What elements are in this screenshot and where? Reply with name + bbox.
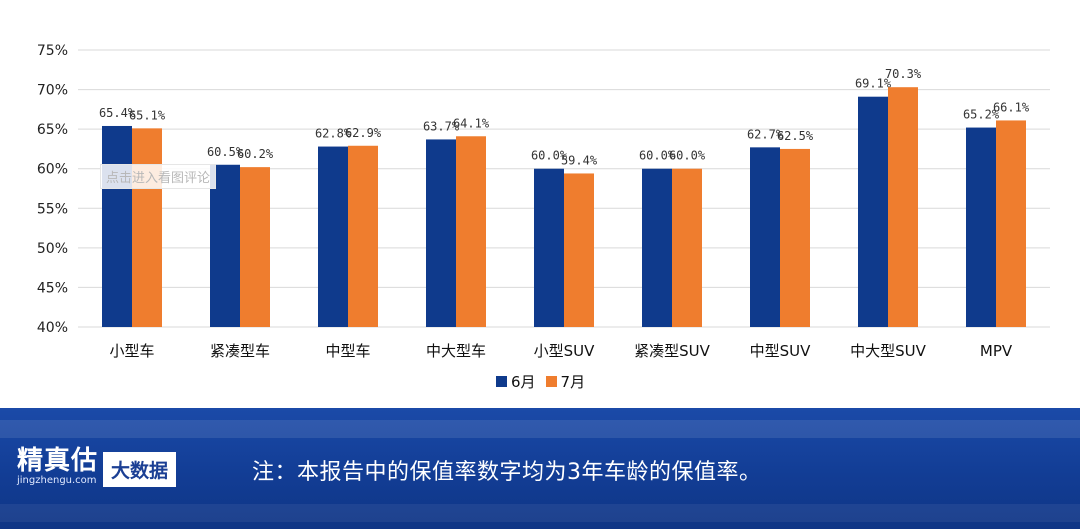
big-data-tag: 大数据	[103, 452, 177, 487]
data-label: 62.7%	[747, 127, 784, 141]
bar	[996, 120, 1026, 328]
data-label: 60.5%	[207, 145, 244, 159]
y-tick-label: 75%	[37, 43, 68, 59]
brand-site: jingzhengu.com	[17, 475, 97, 486]
bar	[966, 127, 996, 327]
x-tick-label: 中大型车	[426, 342, 486, 360]
bar	[210, 164, 240, 327]
comment-tip[interactable]: 点击进入看图评论	[100, 164, 217, 189]
legend-label-june: 6月	[511, 373, 536, 391]
bar	[780, 148, 810, 327]
x-tick-label: 中型SUV	[750, 342, 812, 360]
data-label: 62.5%	[777, 129, 814, 143]
bar	[888, 87, 918, 327]
data-label: 70.3%	[885, 67, 922, 81]
x-tick-label: 小型SUV	[534, 342, 596, 360]
x-tick-label: 小型车	[109, 342, 154, 360]
footer-banner	[0, 408, 1080, 529]
legend-item-june: 6月	[496, 371, 536, 392]
y-tick-label: 55%	[37, 201, 68, 217]
y-tick-label: 60%	[37, 162, 68, 178]
x-tick-label: 中型车	[325, 342, 370, 360]
bar	[750, 147, 780, 327]
bar	[348, 145, 378, 327]
data-label: 62.9%	[345, 126, 382, 140]
y-tick-label: 65%	[37, 122, 68, 138]
data-label: 60.2%	[237, 147, 274, 161]
data-label: 62.8%	[315, 127, 352, 141]
bar-chart: 40% 45% 50% 55% 60% 65% 70% 75% 65.4%65.1% 小型车 60.…	[37, 43, 1050, 360]
legend-label-july: 7月	[560, 373, 586, 391]
bar	[318, 146, 348, 327]
bar	[564, 173, 594, 327]
y-tick-label: 50%	[37, 241, 68, 257]
footer-stripe	[0, 504, 1080, 522]
data-label: 66.1%	[993, 100, 1030, 114]
x-tick-label: 中大型SUV	[850, 342, 927, 360]
y-tick-label: 45%	[37, 280, 68, 296]
y-tick-label: 70%	[37, 83, 68, 99]
brand-name: 精真估	[17, 446, 99, 476]
bar	[132, 128, 162, 327]
bar	[426, 139, 456, 327]
data-label: 64.1%	[453, 116, 490, 130]
legend-item-july: 7月	[545, 371, 586, 392]
data-label: 59.4%	[561, 153, 598, 167]
bar	[672, 168, 702, 327]
bar	[102, 125, 132, 327]
legend: 6月 7月	[496, 371, 585, 392]
bar	[642, 168, 672, 327]
data-label: 60.0%	[639, 149, 676, 163]
x-tick-label: 紧凑型SUV	[634, 342, 711, 360]
data-label: 60.0%	[531, 149, 568, 163]
data-label: 69.1%	[855, 77, 892, 91]
data-label: 60.0%	[669, 149, 706, 163]
bar	[456, 136, 486, 327]
data-label: 65.4%	[99, 106, 136, 120]
x-tick-label: 紧凑型车	[210, 342, 270, 360]
y-tick-label: 40%	[37, 320, 68, 336]
bar	[240, 167, 270, 327]
bar	[534, 168, 564, 327]
data-label: 63.7%	[423, 119, 460, 133]
x-tick-label: MPV	[980, 342, 1013, 360]
brand-logo: 精真估 jingzhengu.com	[17, 447, 98, 487]
legend-swatch-june	[496, 376, 507, 387]
footnote: 注：本报告中的保值率数字均为3年车龄的保值率。	[252, 460, 762, 485]
data-label: 65.1%	[129, 108, 166, 122]
chart-area: 40% 45% 50% 55% 60% 65% 70% 75% 65.4% 65.1% 小型车 60.…	[37, 43, 1050, 392]
bar	[858, 96, 888, 328]
legend-swatch-july	[545, 376, 557, 387]
footer-stripe	[0, 420, 1080, 438]
data-label: 65.2%	[963, 108, 1000, 122]
